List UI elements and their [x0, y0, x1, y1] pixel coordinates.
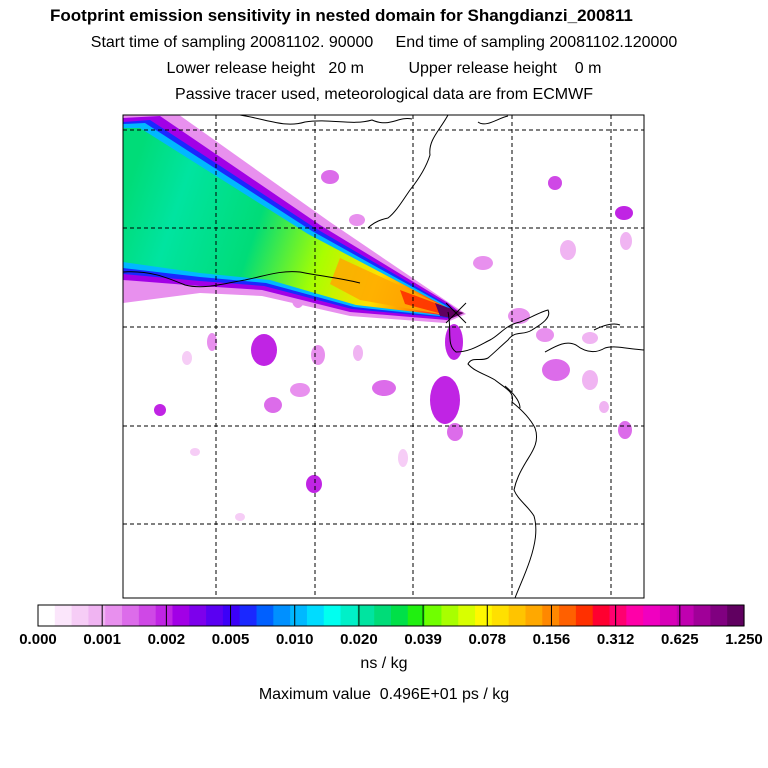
colorbar-cell: [727, 605, 745, 626]
colorbar-tick-label: 0.039: [404, 631, 442, 648]
colorbar-unit-label: ns / kg: [360, 655, 408, 672]
colorbar-tick-labels: 0.000 0.001 0.002 0.005 0.010 0.020 0.039 0.078…: [19, 605, 763, 648]
colorbar-cell: [609, 605, 627, 626]
colorbar-cell: [458, 605, 476, 626]
colorbar-cell: [206, 605, 224, 626]
colorbar-cell: [306, 605, 325, 626]
colorbar-cell: [575, 605, 594, 626]
colorbar-cell: [710, 605, 728, 626]
colorbar-cell: [71, 605, 90, 626]
colorbar-cell: [88, 605, 106, 626]
map-grid: [123, 115, 644, 598]
colorbar-cell: [357, 605, 375, 626]
maximum-value-label: Maximum value 0.496E+01 ps / kg: [258, 686, 510, 703]
colorbar-cell: [424, 605, 443, 626]
colorbar-tick-label: 0.078: [468, 631, 506, 648]
title-line-3: Lower release height 20 m Upper release …: [166, 60, 602, 77]
map-frame: [122, 114, 645, 599]
colorbar-cell: [559, 605, 577, 626]
colorbar-cell: [172, 605, 190, 626]
colorbar-tick-label: 0.005: [212, 631, 250, 648]
colorbar-tick-label: 0.020: [340, 631, 378, 648]
colorbar-cell: [626, 605, 644, 626]
colorbar-cell: [323, 605, 342, 626]
sensitivity-patches: [154, 170, 633, 521]
coastline-layer: [123, 115, 644, 598]
colorbar-tick-label: 0.002: [148, 631, 186, 648]
colorbar-tick-label: 0.001: [83, 631, 121, 648]
colorbar-cell: [525, 605, 543, 626]
plume-layer: [123, 115, 467, 324]
colorbar-cell: [138, 605, 157, 626]
colorbar: [38, 605, 745, 626]
colorbar-cell: [155, 605, 174, 626]
colorbar-cell: [491, 605, 510, 626]
colorbar-cell: [273, 605, 291, 626]
colorbar-tick-label: 0.000: [19, 631, 57, 648]
colorbar-tick-label: 0.625: [661, 631, 699, 648]
colorbar-cell: [105, 605, 123, 626]
colorbar-cell: [256, 605, 274, 626]
colorbar-tick-label: 0.156: [533, 631, 571, 648]
map-field-layer: [123, 115, 644, 598]
colorbar-cell: [592, 605, 611, 626]
colorbar-cell: [643, 605, 661, 626]
colorbar-cell: [508, 605, 527, 626]
colorbar-cell: [122, 605, 140, 626]
colorbar-cell: [391, 605, 409, 626]
colorbar-cell: [290, 605, 308, 626]
colorbar-tick-label: 0.312: [597, 631, 635, 648]
colorbar-cell: [374, 605, 392, 626]
colorbar-cell: [441, 605, 459, 626]
title-line-1: Footprint emission sensitivity in nested…: [50, 6, 633, 25]
colorbar-cell: [222, 605, 241, 626]
colorbar-cell: [239, 605, 258, 626]
colorbar-cell: [189, 605, 207, 626]
colorbar-cell: [54, 605, 73, 626]
colorbar-cell: [676, 605, 695, 626]
colorbar-cell: [38, 605, 56, 626]
colorbar-cell: [475, 605, 493, 626]
colorbar-tick-label: 1.250: [725, 631, 763, 648]
colorbar-cell: [693, 605, 711, 626]
colorbar-tick-label: 0.010: [276, 631, 314, 648]
title-line-2: Start time of sampling 20081102. 90000 E…: [90, 34, 678, 51]
colorbar-cell: [407, 605, 426, 626]
title-line-4: Passive tracer used, meteorological data…: [175, 86, 593, 103]
colorbar-cell: [340, 605, 358, 626]
colorbar-cell: [659, 605, 678, 626]
